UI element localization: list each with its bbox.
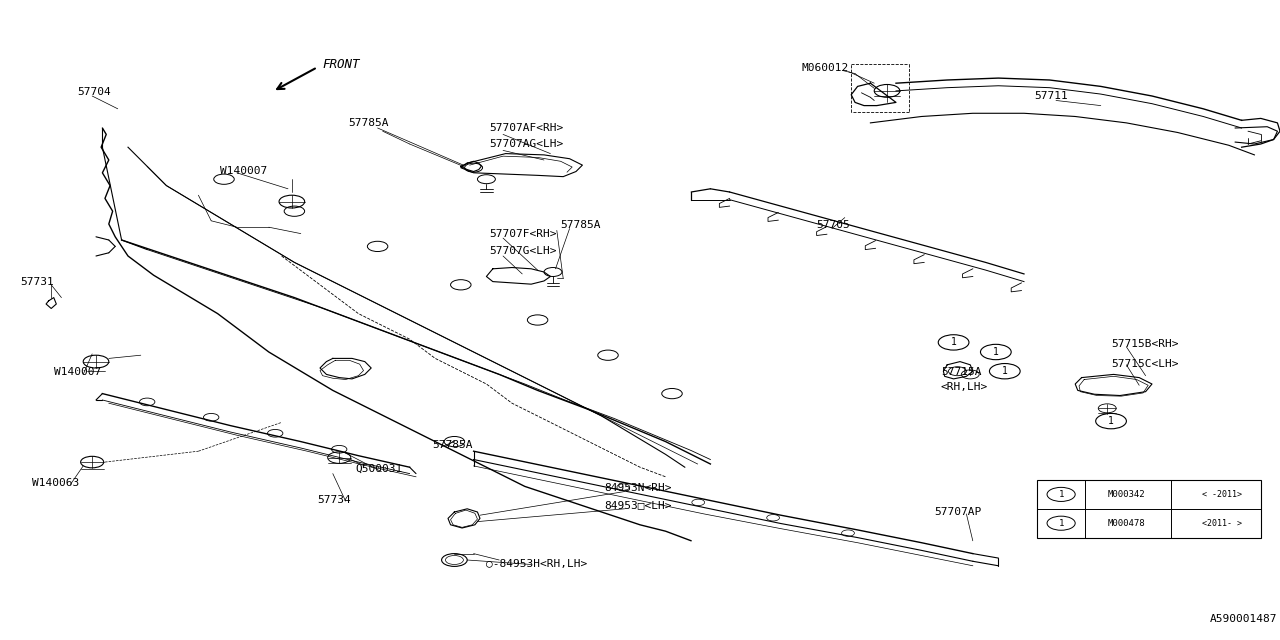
Text: W140007: W140007 — [220, 166, 268, 176]
Text: A590001487: A590001487 — [1210, 614, 1277, 624]
Text: 57707F<RH>: 57707F<RH> — [489, 228, 557, 239]
Text: 57715A: 57715A — [941, 367, 982, 378]
Text: 84953□<LH>: 84953□<LH> — [604, 500, 672, 511]
Text: 57704: 57704 — [77, 86, 110, 97]
Text: 57707AG<LH>: 57707AG<LH> — [489, 139, 563, 149]
Text: 57785A: 57785A — [348, 118, 389, 128]
FancyBboxPatch shape — [1037, 480, 1261, 538]
Text: 1: 1 — [1108, 416, 1114, 426]
Text: <2011- >: <2011- > — [1202, 518, 1243, 528]
Text: 57711: 57711 — [1034, 91, 1068, 101]
Text: 57707G<LH>: 57707G<LH> — [489, 246, 557, 256]
Text: 1: 1 — [951, 337, 956, 348]
Text: 84953N<RH>: 84953N<RH> — [604, 483, 672, 493]
Text: Q500031: Q500031 — [356, 463, 403, 474]
Text: FRONT: FRONT — [323, 58, 360, 70]
Text: W140007: W140007 — [54, 367, 101, 378]
Text: 57785A: 57785A — [433, 440, 474, 450]
Text: ○-84953H<RH,LH>: ○-84953H<RH,LH> — [486, 559, 588, 570]
Text: 57707AF<RH>: 57707AF<RH> — [489, 123, 563, 133]
Text: M000478: M000478 — [1107, 518, 1146, 528]
Text: 1: 1 — [1059, 490, 1064, 499]
Text: 57731: 57731 — [20, 276, 54, 287]
Text: 57734: 57734 — [317, 495, 351, 506]
Text: 1: 1 — [1002, 366, 1007, 376]
Text: 57715C<LH>: 57715C<LH> — [1111, 358, 1179, 369]
Text: M000342: M000342 — [1107, 490, 1146, 499]
Text: 57705: 57705 — [817, 220, 850, 230]
Text: 1: 1 — [1059, 518, 1064, 528]
Text: 57707AP: 57707AP — [934, 507, 982, 517]
Text: 57715B<RH>: 57715B<RH> — [1111, 339, 1179, 349]
Text: W140063: W140063 — [32, 478, 79, 488]
Text: 57785A: 57785A — [561, 220, 602, 230]
Text: 1: 1 — [993, 347, 998, 357]
Text: <RH,LH>: <RH,LH> — [941, 382, 988, 392]
Text: M060012: M060012 — [801, 63, 849, 74]
Text: < -2011>: < -2011> — [1202, 490, 1243, 499]
